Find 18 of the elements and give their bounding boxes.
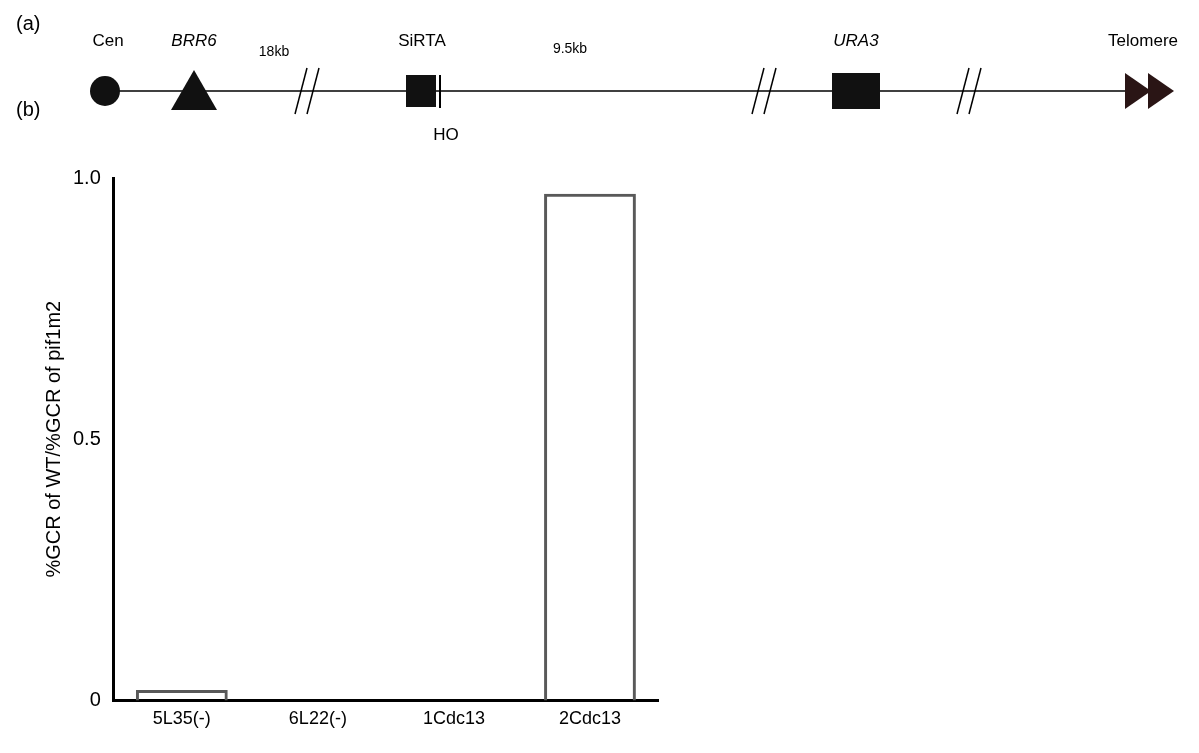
text: URA3 (833, 31, 880, 50)
text: Cen (92, 31, 124, 50)
y-tick-label: 0.5 (72, 426, 101, 449)
text: (a) (16, 12, 41, 34)
text: 18kb (258, 43, 290, 59)
text: 9.5kb (552, 40, 588, 56)
y-tick-label: 0 (89, 687, 101, 710)
y-axis-title: %GCR of WT/%GCR of pif1m2 (41, 300, 64, 578)
x-tick-label: 2Cdc13 (558, 708, 621, 729)
text: BRR6 (171, 31, 218, 50)
text: HO (433, 125, 459, 144)
text: Telomere (1108, 31, 1178, 50)
x-tick-label: 1Cdc13 (422, 708, 485, 729)
text: SiRTA (398, 31, 447, 50)
y-tick-label: 1.0 (72, 165, 101, 188)
x-tick-label: 5L35(-) (152, 708, 211, 729)
text: (b) (16, 98, 41, 120)
x-tick-label: 6L22(-) (288, 708, 347, 729)
